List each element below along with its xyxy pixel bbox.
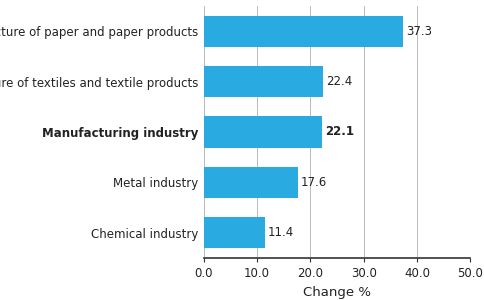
Text: 11.4: 11.4 [267, 226, 293, 239]
Bar [203, 66, 322, 97]
Bar [203, 217, 264, 248]
Bar [203, 116, 321, 148]
X-axis label: Change %: Change % [302, 286, 370, 298]
Text: 22.4: 22.4 [326, 75, 352, 88]
Text: 22.1: 22.1 [324, 125, 353, 139]
Text: 17.6: 17.6 [300, 176, 326, 189]
Bar [203, 16, 402, 47]
Text: 37.3: 37.3 [405, 25, 431, 38]
Bar [203, 167, 297, 198]
